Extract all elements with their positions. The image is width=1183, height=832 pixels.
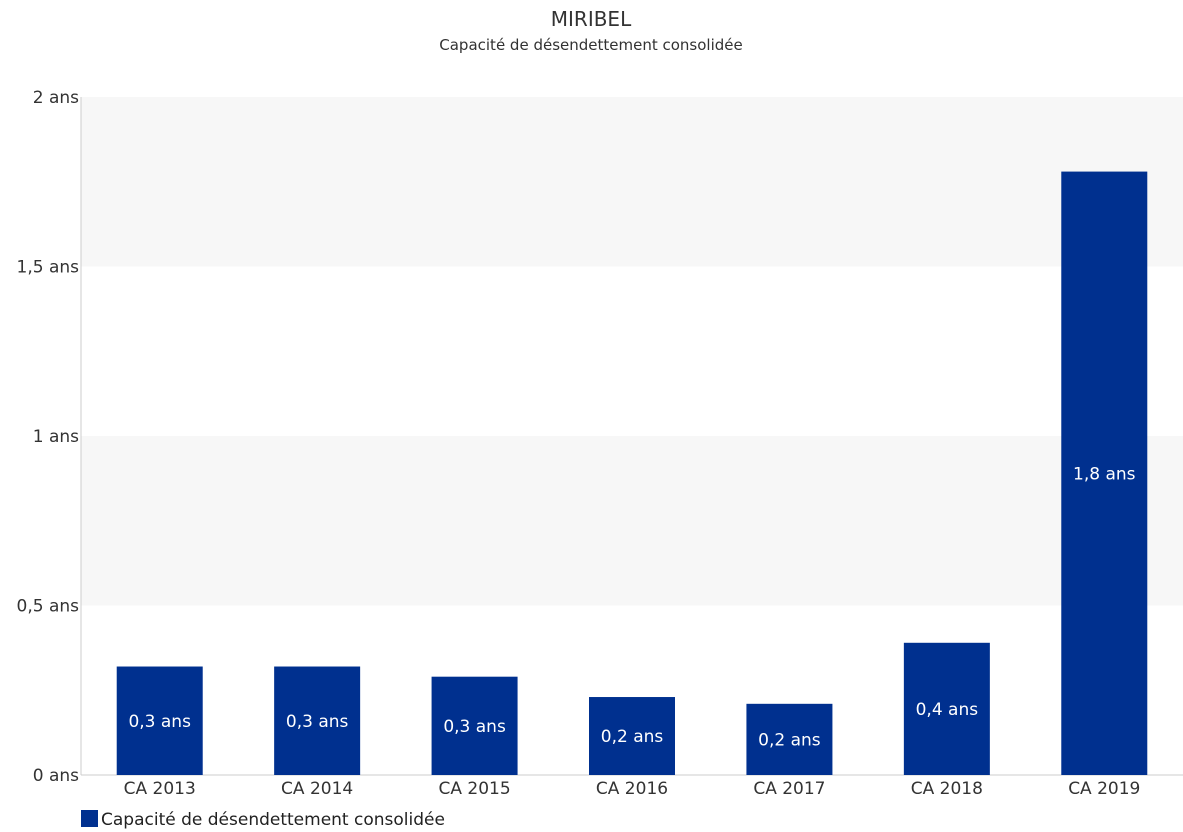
chart-subtitle: Capacité de désendettement consolidée xyxy=(439,36,742,54)
x-tick-label: CA 2013 xyxy=(124,779,196,799)
bar-data-label: 1,8 ans xyxy=(1073,464,1136,484)
bar-data-label: 0,2 ans xyxy=(601,727,664,747)
x-tick-label: CA 2018 xyxy=(911,779,983,799)
bar-ca-2018[interactable] xyxy=(903,642,990,775)
x-tick-label: CA 2019 xyxy=(1068,779,1140,799)
bar-ca-2015[interactable] xyxy=(431,676,518,775)
x-axis-ticks: CA 2013 CA 2014 CA 2015 CA 2016 CA 2017 CA 20… xyxy=(124,779,1141,799)
bar-data-label: 0,2 ans xyxy=(758,730,821,750)
y-tick-label: 1,5 ans xyxy=(17,258,80,278)
grid-band xyxy=(81,436,1183,606)
bar-data-label: 0,3 ans xyxy=(286,712,349,732)
legend[interactable]: Capacité de désendettement consolidée xyxy=(81,810,445,830)
chart-title: MIRIBEL xyxy=(551,7,632,31)
bar-data-label: 0,3 ans xyxy=(128,712,191,732)
bar-labels: 0,3 ans 0,3 ans 0,3 ans 0,2 ans 0,2 ans 0,4 a… xyxy=(128,464,1135,750)
bar-data-label: 0,4 ans xyxy=(916,700,979,720)
bars xyxy=(116,171,1148,775)
legend-label: Capacité de désendettement consolidée xyxy=(101,810,445,830)
x-tick-label: CA 2014 xyxy=(281,779,353,799)
y-tick-label: 2 ans xyxy=(33,88,79,108)
y-tick-label: 1 ans xyxy=(33,427,79,447)
legend-swatch xyxy=(81,810,98,827)
bar-ca-2014[interactable] xyxy=(274,666,361,775)
x-tick-label: CA 2016 xyxy=(596,779,668,799)
y-tick-label: 0 ans xyxy=(33,766,79,786)
bar-ca-2016[interactable] xyxy=(589,697,675,775)
bar-ca-2017[interactable] xyxy=(746,703,833,775)
plot-bands xyxy=(81,97,1183,606)
bar-ca-2019[interactable] xyxy=(1061,171,1148,775)
y-axis-ticks: 0 ans 0,5 ans 1 ans 1,5 ans 2 ans xyxy=(17,88,80,786)
bar-data-label: 0,3 ans xyxy=(443,717,506,737)
y-tick-label: 0,5 ans xyxy=(17,597,80,617)
x-tick-label: CA 2017 xyxy=(753,779,825,799)
x-tick-label: CA 2015 xyxy=(438,779,510,799)
grid-band xyxy=(81,97,1183,267)
bar-ca-2013[interactable] xyxy=(116,666,203,775)
